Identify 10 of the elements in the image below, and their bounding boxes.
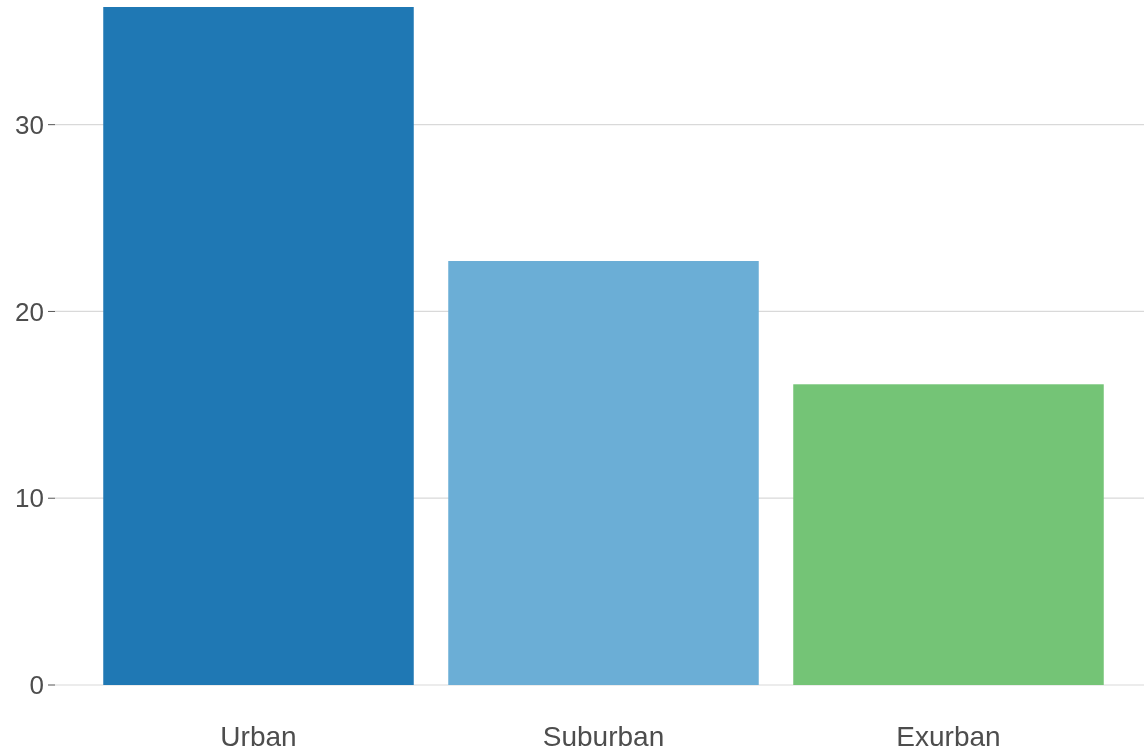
- x-tick-label: Urban: [220, 721, 297, 752]
- bar: [793, 384, 1104, 685]
- x-tick-label: Suburban: [542, 721, 665, 752]
- y-tick-label: 0: [29, 670, 44, 701]
- bar: [448, 261, 759, 685]
- y-tick-label: 20: [15, 296, 44, 327]
- y-tick-label: 30: [15, 109, 44, 140]
- bar: [103, 7, 414, 685]
- y-tick-label: 10: [15, 483, 44, 514]
- x-tick-label: Exurban: [896, 721, 1001, 752]
